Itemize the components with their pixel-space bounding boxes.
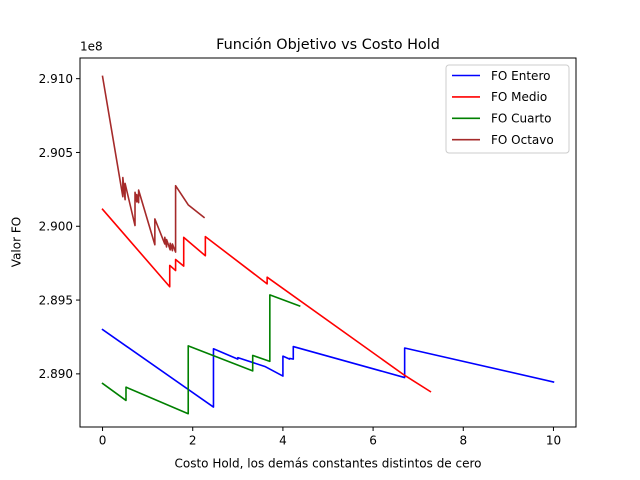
x-tick-label: 4: [279, 434, 287, 448]
y-tick-label: 2.910: [39, 72, 73, 86]
legend-label-2: FO Cuarto: [491, 112, 551, 126]
y-tick-label: 2.900: [39, 220, 73, 234]
x-tick-label: 10: [546, 434, 561, 448]
legend-box: [445, 64, 570, 154]
legend-label-0: FO Entero: [491, 69, 550, 83]
x-tick-label: 6: [369, 434, 377, 448]
plot-frame: [79, 57, 577, 428]
y-tick-label: 2.905: [39, 146, 73, 160]
y-tick-label: 2.895: [39, 293, 73, 307]
chart-title: Función Objetivo vs Costo Hold: [216, 37, 440, 53]
legend-label-1: FO Medio: [491, 90, 547, 104]
series-layer: [101, 75, 555, 415]
y-tick-label: 2.890: [39, 367, 73, 381]
legend: FO Entero FO Medio FO Cuarto FO Octavo: [445, 64, 570, 154]
x-tick-label: 8: [459, 434, 467, 448]
series-line-1: [101, 208, 432, 393]
x-axis-ticks: 0 2 4 6 8 10: [99, 427, 561, 448]
y-axis-label: Valor FO: [10, 217, 24, 267]
x-axis-label: Costo Hold, los demás constantes distint…: [174, 457, 481, 471]
plot-area: 0 2 4 6 8 10 2.890 2.895 2.900 2.905 2.910: [39, 57, 577, 448]
series-line-3: [101, 75, 206, 253]
x-tick-label: 2: [189, 434, 197, 448]
series-line-0: [101, 328, 555, 408]
legend-label-3: FO Octavo: [491, 133, 554, 147]
y-offset-label: 1e8: [80, 40, 103, 54]
x-tick-label: 0: [99, 434, 107, 448]
series-line-2: [101, 294, 301, 415]
y-axis-ticks: 2.890 2.895 2.900 2.905 2.910: [39, 72, 80, 381]
